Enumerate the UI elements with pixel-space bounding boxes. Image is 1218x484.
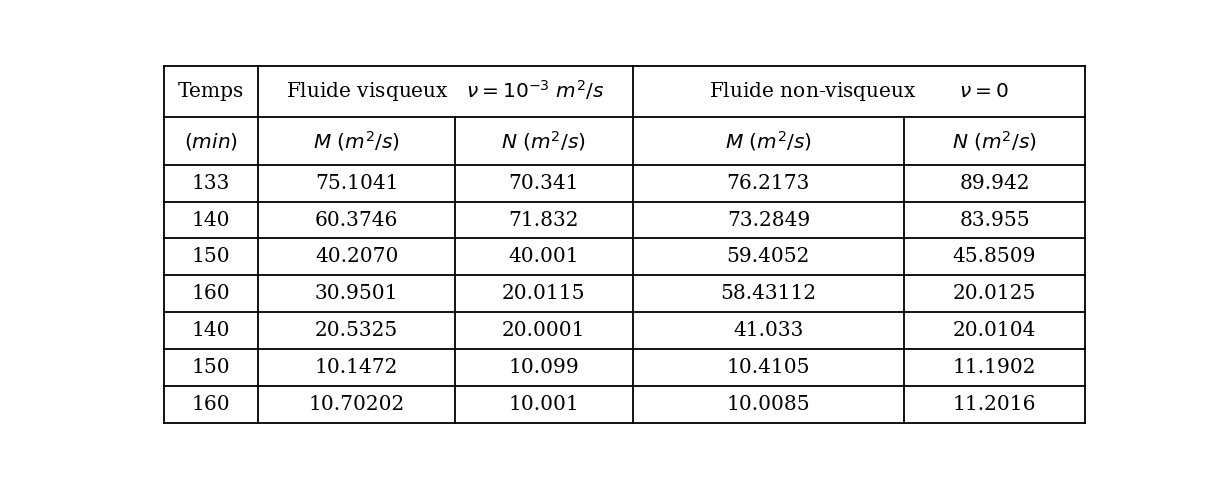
Text: 140: 140	[191, 211, 230, 229]
Text: Fluide non-visqueux       $\nu = 0$: Fluide non-visqueux $\nu = 0$	[709, 80, 1009, 103]
Text: 76.2173: 76.2173	[727, 174, 810, 193]
Text: 140: 140	[191, 321, 230, 340]
Text: 10.099: 10.099	[508, 358, 579, 377]
Text: Fluide visqueux   $\nu = 10^{-3}$ $m^2/s$: Fluide visqueux $\nu = 10^{-3}$ $m^2/s$	[286, 78, 605, 105]
Text: $(min)$: $(min)$	[184, 131, 238, 151]
Text: 60.3746: 60.3746	[315, 211, 398, 229]
Text: 83.955: 83.955	[960, 211, 1030, 229]
Text: 10.0085: 10.0085	[727, 394, 810, 414]
Text: 58.43112: 58.43112	[720, 284, 816, 303]
Text: 40.001: 40.001	[508, 247, 579, 266]
Text: $N$ $(m^2/s)$: $N$ $(m^2/s)$	[502, 129, 586, 153]
Text: 150: 150	[191, 358, 230, 377]
Text: 11.1902: 11.1902	[952, 358, 1037, 377]
Text: 11.2016: 11.2016	[952, 394, 1037, 414]
Text: 10.001: 10.001	[508, 394, 579, 414]
Text: 71.832: 71.832	[508, 211, 579, 229]
Text: 59.4052: 59.4052	[727, 247, 810, 266]
Text: 133: 133	[192, 174, 230, 193]
Text: 160: 160	[191, 394, 230, 414]
Text: $N$ $(m^2/s)$: $N$ $(m^2/s)$	[952, 129, 1037, 153]
Text: Temps: Temps	[178, 82, 244, 101]
Text: 73.2849: 73.2849	[727, 211, 810, 229]
Text: 40.2070: 40.2070	[315, 247, 398, 266]
Text: 160: 160	[191, 284, 230, 303]
Text: 10.70202: 10.70202	[308, 394, 404, 414]
Text: 10.4105: 10.4105	[727, 358, 810, 377]
Text: $M$ $(m^2/s)$: $M$ $(m^2/s)$	[725, 129, 812, 153]
Text: 20.0115: 20.0115	[502, 284, 586, 303]
Text: 75.1041: 75.1041	[314, 174, 398, 193]
Text: 20.0001: 20.0001	[502, 321, 586, 340]
Text: 20.0104: 20.0104	[952, 321, 1037, 340]
Text: 30.9501: 30.9501	[314, 284, 398, 303]
Text: 45.8509: 45.8509	[952, 247, 1037, 266]
Text: 70.341: 70.341	[508, 174, 579, 193]
Text: 41.033: 41.033	[733, 321, 804, 340]
Text: 150: 150	[191, 247, 230, 266]
Text: 20.0125: 20.0125	[952, 284, 1037, 303]
Text: 10.1472: 10.1472	[315, 358, 398, 377]
Text: 20.5325: 20.5325	[315, 321, 398, 340]
Text: 89.942: 89.942	[960, 174, 1030, 193]
Text: $M$ $(m^2/s)$: $M$ $(m^2/s)$	[313, 129, 401, 153]
